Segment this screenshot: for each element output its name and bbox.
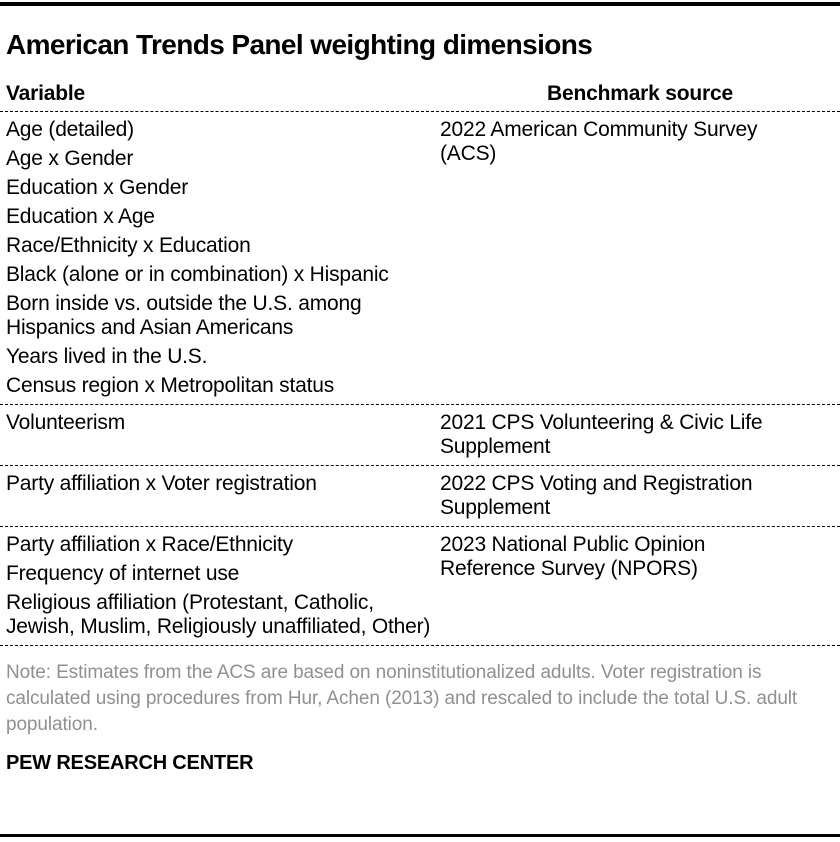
variable-cell: Age x Gender (6, 147, 134, 170)
table-row-group-acs: Age (detailed) Age x Gender Education x … (0, 112, 840, 405)
benchmark-source-cell: 2021 CPS Volunteering & Civic Life Suppl… (440, 411, 763, 458)
benchmark-source-cell: 2022 CPS Voting and Registration Supplem… (440, 472, 753, 519)
variable-cell: Party affiliation x Race/Ethnicity (6, 533, 293, 556)
bottom-accent-bar (0, 834, 840, 837)
table-header-row: Variable Benchmark source (0, 82, 840, 112)
page-title: American Trends Panel weighting dimensio… (6, 29, 593, 60)
variable-cell-list: Party affiliation x Voter registration (0, 472, 440, 520)
variable-cell: Age (detailed) (6, 118, 134, 141)
variable-cell-list: Age (detailed) Age x Gender Education x … (0, 118, 440, 398)
variable-cell: Education x Age (6, 205, 155, 228)
variable-cell-list: Party affiliation x Race/Ethnicity Frequ… (0, 533, 440, 639)
variable-cell: Census region x Metropolitan status (6, 374, 335, 397)
weighting-dimensions-table: Variable Benchmark source Age (detailed)… (0, 82, 840, 646)
variable-cell: Race/Ethnicity x Education (6, 234, 251, 257)
table-row-group-volunteering: Volunteerism 2021 CPS Volunteering & Civ… (0, 405, 840, 466)
variable-cell: Frequency of internet use (6, 562, 240, 585)
column-header-variable: Variable (6, 82, 85, 105)
variable-cell: Years lived in the U.S. (6, 345, 208, 368)
benchmark-source-cell: 2023 National Public Opinion Reference S… (440, 533, 706, 580)
column-header-benchmark-source: Benchmark source (547, 82, 733, 105)
top-accent-bar (0, 2, 840, 6)
variable-cell: Born inside vs. outside the U.S. among H… (6, 292, 362, 339)
variable-cell: Black (alone or in combination) x Hispan… (6, 263, 389, 286)
table-row-group-voting-registration: Party affiliation x Voter registration 2… (0, 466, 840, 527)
variable-cell: Religious affiliation (Protestant, Catho… (6, 591, 431, 638)
variable-cell: Party affiliation x Voter registration (6, 472, 317, 495)
variable-cell: Education x Gender (6, 176, 189, 199)
table-row-group-npors: Party affiliation x Race/Ethnicity Frequ… (0, 527, 840, 646)
variable-cell-list: Volunteerism (0, 411, 440, 459)
variable-cell: Volunteerism (6, 411, 125, 434)
benchmark-source-cell: 2022 American Community Survey (ACS) (440, 118, 758, 165)
source-attribution: PEW RESEARCH CENTER (6, 752, 254, 774)
footnote-text: Note: Estimates from the ACS are based o… (6, 662, 798, 735)
